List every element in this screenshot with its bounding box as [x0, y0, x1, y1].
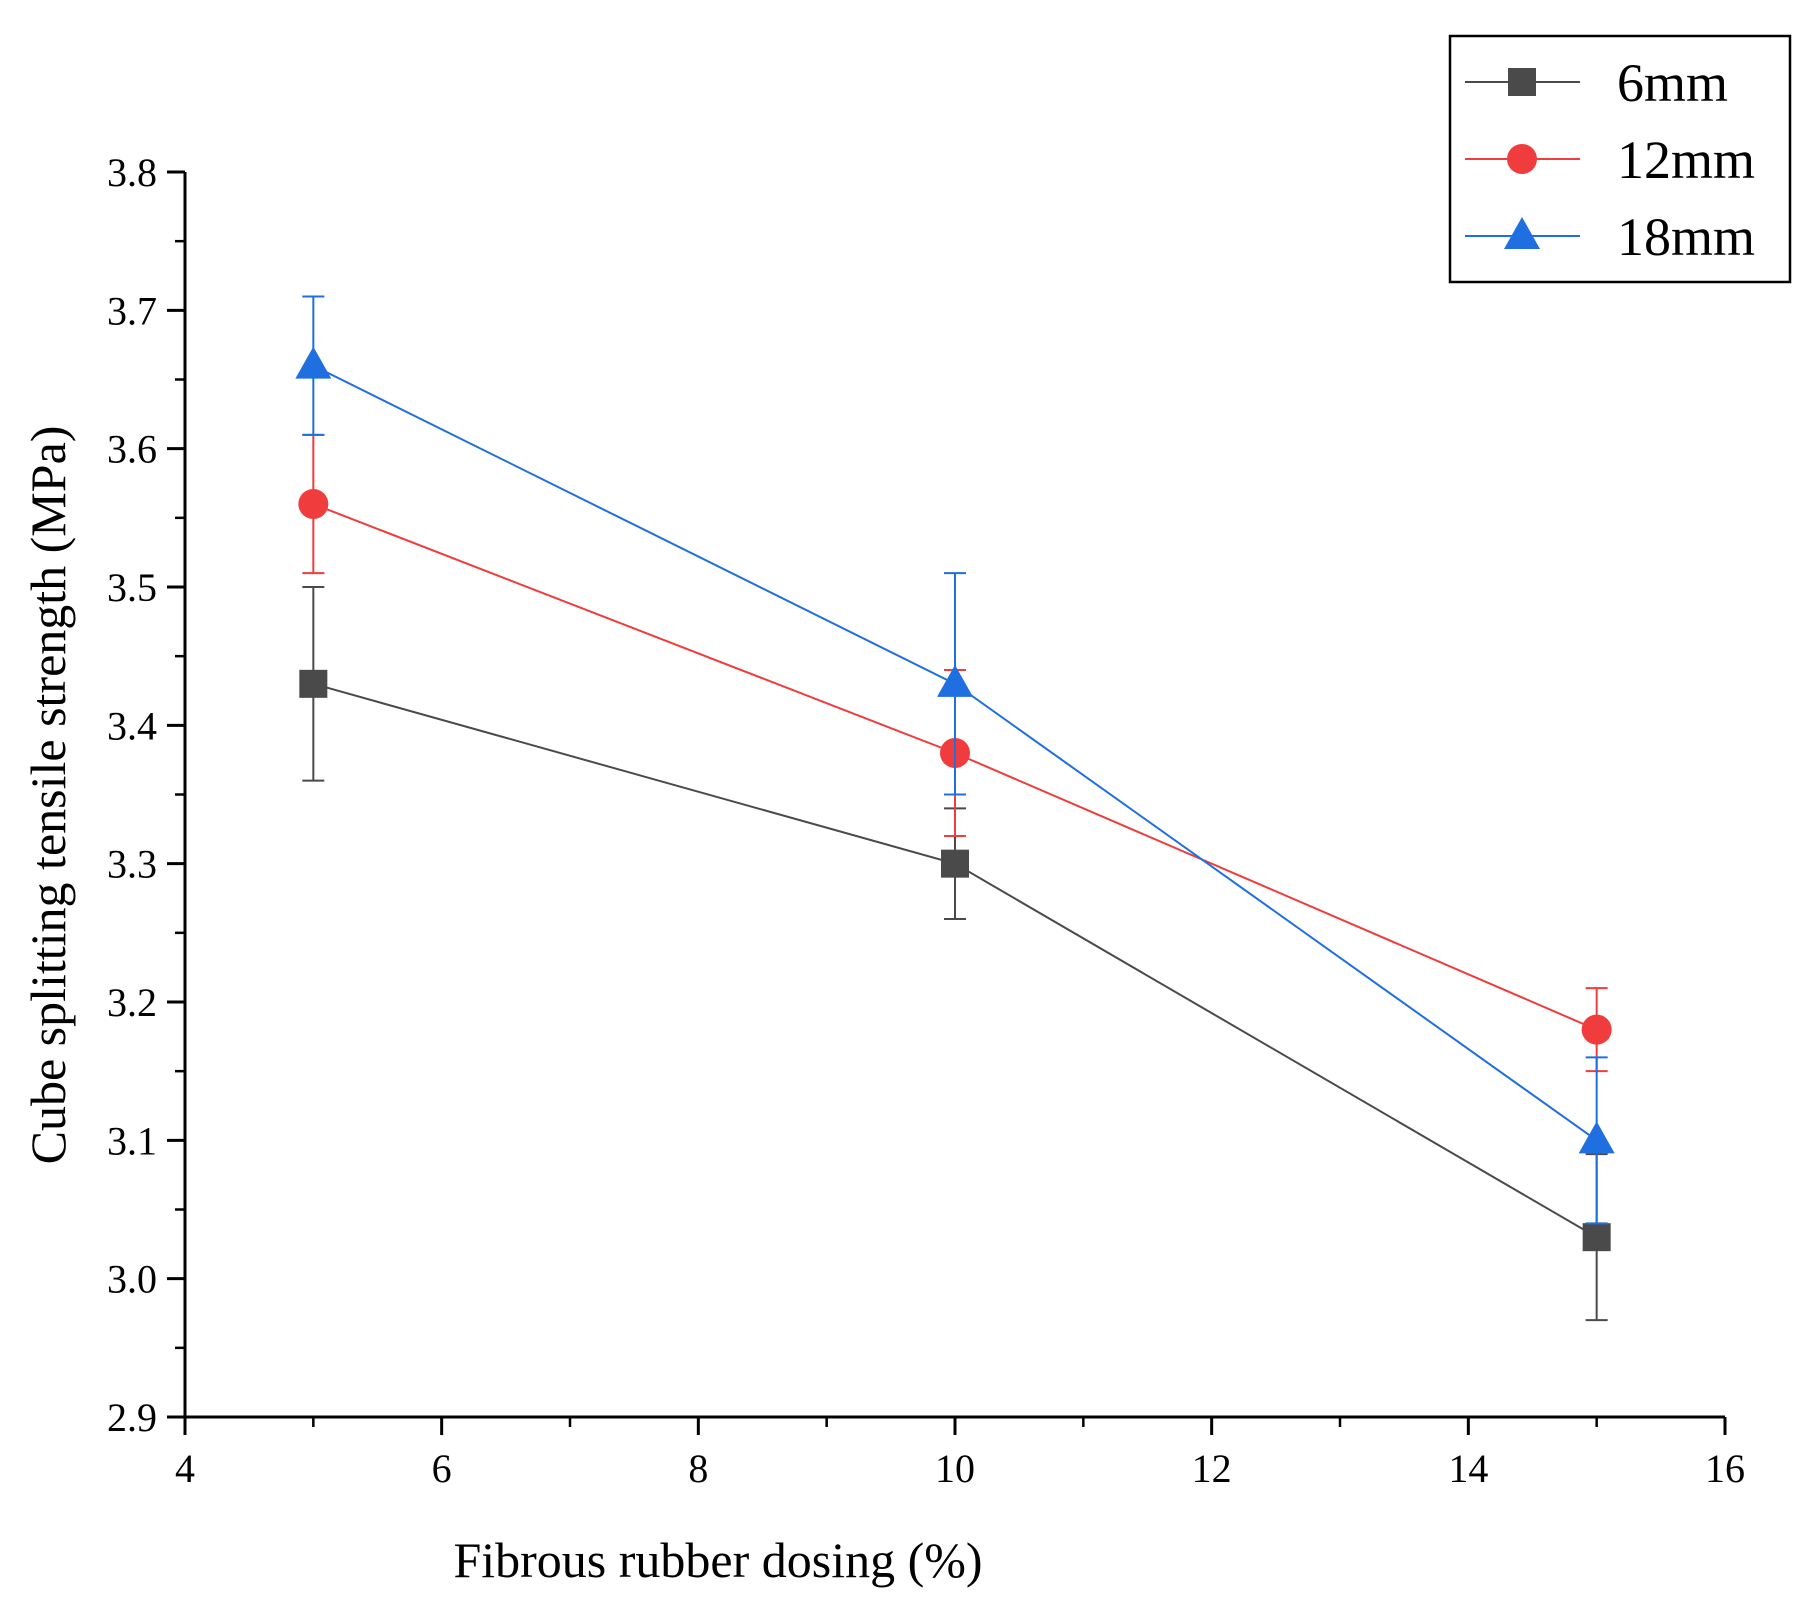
- legend-item-18mm: 18mm: [1465, 207, 1755, 267]
- data-point-6mm: [299, 669, 328, 698]
- legend-label-12mm: 12mm: [1617, 130, 1755, 190]
- data-point-12mm: [298, 489, 329, 519]
- y-tick-label: 3.3: [107, 842, 157, 887]
- x-tick-label: 4: [175, 1446, 195, 1491]
- x-axis-title: Fibrous rubber dosing (%): [453, 1532, 982, 1588]
- legend: 6mm 12mm 18mm: [1448, 34, 1792, 284]
- data-point-18mm: [937, 664, 973, 697]
- x-tick-label: 16: [1705, 1446, 1745, 1491]
- y-tick-label: 3.6: [107, 427, 157, 472]
- legend-item-6mm: 6mm: [1465, 53, 1728, 113]
- y-tick-label: 3.5: [107, 565, 157, 610]
- data-point-18mm: [295, 346, 332, 379]
- data-point-18mm: [1578, 1121, 1615, 1154]
- legend-marker-6mm: [1508, 68, 1536, 96]
- legend-label-18mm: 18mm: [1617, 207, 1755, 267]
- y-tick-label: 3.0: [107, 1257, 157, 1302]
- y-tick-label: 3.2: [107, 980, 157, 1025]
- y-tick-label: 3.8: [107, 150, 157, 195]
- series-18mm: [295, 295, 1615, 1225]
- legend-item-12mm: 12mm: [1465, 130, 1755, 190]
- x-tick-label: 14: [1448, 1446, 1488, 1491]
- x-tick-label: 8: [688, 1446, 708, 1491]
- y-tick-label: 3.1: [107, 1118, 157, 1163]
- series-layer: [295, 295, 1615, 1322]
- legend-marker-12mm: [1507, 144, 1537, 174]
- data-point-6mm: [941, 849, 969, 878]
- y-axis-title: Cube splitting tensile strength (MPa): [20, 426, 76, 1165]
- data-point-6mm: [1582, 1223, 1611, 1252]
- x-tick-label: 10: [935, 1446, 975, 1491]
- y-tick-label: 3.4: [107, 703, 157, 748]
- data-point-12mm: [1581, 1014, 1612, 1045]
- y-tick-label: 2.9: [107, 1395, 157, 1440]
- legend-label-6mm: 6mm: [1617, 53, 1728, 113]
- x-tick-label: 12: [1192, 1446, 1232, 1491]
- x-tick-label: 6: [432, 1446, 452, 1491]
- axes: 4 6 8 10 12 14 16 2.9 3.0 3.1 3.2 3.3 3.4 3.5 3.6 3.7 3.…: [107, 150, 1745, 1491]
- legend-marker-18mm: [1504, 217, 1540, 249]
- y-tick-label: 3.7: [107, 288, 157, 333]
